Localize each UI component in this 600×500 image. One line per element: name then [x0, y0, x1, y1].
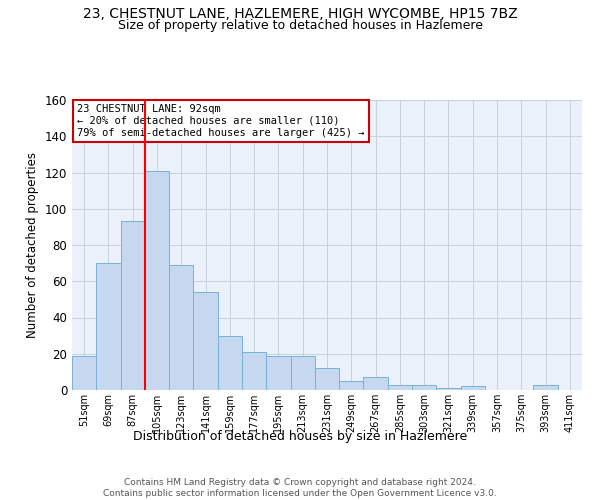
Y-axis label: Number of detached properties: Number of detached properties — [26, 152, 39, 338]
Bar — [290, 356, 315, 390]
Bar — [315, 368, 339, 390]
Text: 23 CHESTNUT LANE: 92sqm
← 20% of detached houses are smaller (110)
79% of semi-d: 23 CHESTNUT LANE: 92sqm ← 20% of detache… — [77, 104, 365, 138]
Bar — [388, 384, 412, 390]
Bar — [121, 222, 145, 390]
Bar — [533, 384, 558, 390]
Bar — [145, 170, 169, 390]
Bar — [169, 265, 193, 390]
Text: Size of property relative to detached houses in Hazlemere: Size of property relative to detached ho… — [118, 18, 482, 32]
Bar — [436, 388, 461, 390]
Bar — [218, 336, 242, 390]
Bar — [364, 378, 388, 390]
Bar — [266, 356, 290, 390]
Bar — [96, 263, 121, 390]
Bar — [242, 352, 266, 390]
Bar — [412, 384, 436, 390]
Bar — [339, 381, 364, 390]
Bar — [72, 356, 96, 390]
Bar — [461, 386, 485, 390]
Text: Distribution of detached houses by size in Hazlemere: Distribution of detached houses by size … — [133, 430, 467, 443]
Text: 23, CHESTNUT LANE, HAZLEMERE, HIGH WYCOMBE, HP15 7BZ: 23, CHESTNUT LANE, HAZLEMERE, HIGH WYCOM… — [83, 8, 517, 22]
Bar — [193, 292, 218, 390]
Text: Contains HM Land Registry data © Crown copyright and database right 2024.
Contai: Contains HM Land Registry data © Crown c… — [103, 478, 497, 498]
